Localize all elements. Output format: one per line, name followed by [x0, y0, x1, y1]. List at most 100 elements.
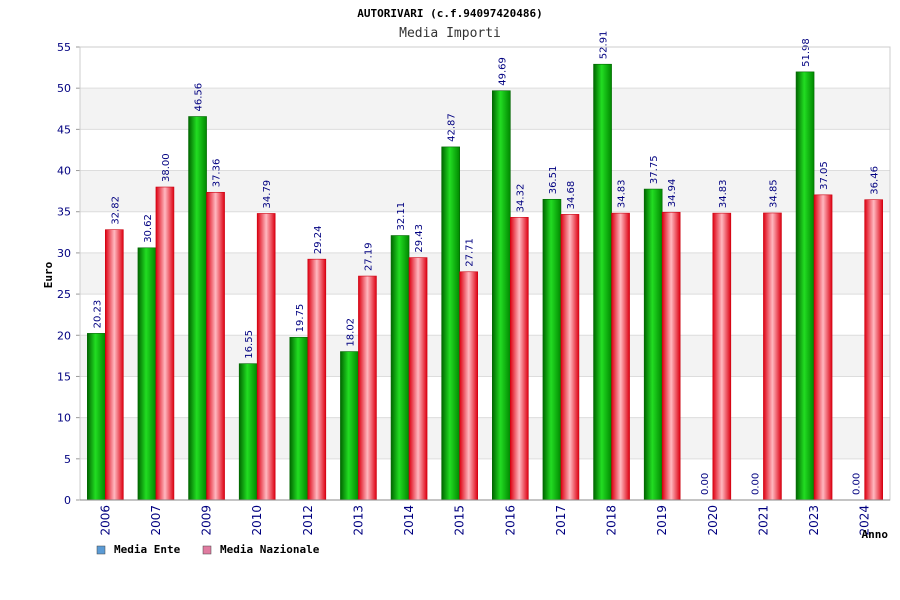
data-label: 18.02: [345, 318, 356, 347]
data-label: 16.55: [244, 330, 255, 359]
x-tick-label: 2009: [200, 505, 214, 536]
bar-media-ente: [542, 198, 562, 501]
bar-media-nazionale: [206, 191, 225, 501]
bar-media-nazionale: [459, 271, 478, 501]
y-tick-label: 10: [57, 412, 71, 425]
legend: Media Ente Media Nazionale: [96, 543, 320, 556]
x-tick-label: 2018: [605, 505, 619, 536]
x-tick-label: 2014: [402, 505, 416, 536]
bar-media-ente: [643, 188, 663, 501]
data-label: 37.05: [819, 161, 830, 190]
y-tick-label: 5: [64, 453, 71, 466]
data-label: 36.46: [870, 166, 881, 195]
data-label: 51.98: [801, 38, 812, 67]
data-label: 34.83: [718, 179, 729, 208]
x-tick-label: 2020: [706, 505, 720, 536]
data-label: 27.71: [465, 238, 476, 267]
bar-media-ente: [188, 116, 207, 501]
chart-title: AUTORIVARI (c.f.94097420486): [357, 7, 542, 20]
y-tick-label: 40: [57, 165, 71, 178]
y-tick-label: 50: [57, 82, 71, 95]
bar-media-nazionale: [560, 214, 580, 501]
data-label: 27.19: [363, 242, 374, 271]
bar-media-ente: [289, 337, 309, 501]
x-tick-label: 2023: [807, 505, 821, 536]
y-tick-label: 15: [57, 370, 71, 383]
data-label: 42.87: [447, 113, 458, 142]
plot-band: [80, 129, 890, 171]
x-tick-label: 2010: [250, 505, 264, 536]
bar-media-ente: [441, 146, 460, 501]
bar-media-nazionale: [307, 258, 327, 501]
chart-subtitle: Media Importi: [399, 26, 501, 41]
bar-media-nazionale: [813, 194, 833, 501]
y-axis-ticks: 0 5 10 15 20 25 30 35 40 45 50 55: [57, 41, 80, 507]
data-label: 0.00: [750, 473, 761, 495]
y-tick-label: 45: [57, 123, 71, 136]
x-tick-label: 2019: [655, 505, 669, 536]
x-tick-label: 2012: [301, 505, 315, 536]
data-label: 36.51: [548, 166, 559, 195]
bar-media-ente: [137, 247, 157, 501]
y-tick-label: 0: [64, 494, 71, 507]
data-label: 34.79: [262, 180, 273, 209]
plot-band: [80, 88, 890, 130]
bar-media-nazionale: [712, 212, 732, 501]
data-label: 19.75: [295, 304, 306, 333]
data-labels: 20.23 32.82 30.62 38.00 46.56 37.36 16.55 34.79…: [92, 31, 880, 495]
bar-media-nazionale: [358, 275, 377, 501]
data-label: 37.36: [212, 159, 223, 188]
data-label: 0.00: [700, 473, 711, 495]
data-label: 32.82: [110, 196, 121, 225]
plot-band: [80, 47, 890, 89]
x-tick-label: 2013: [351, 505, 365, 536]
x-tick-label: 2007: [149, 505, 163, 536]
bar-media-ente: [340, 351, 359, 501]
data-label: 38.00: [161, 153, 172, 182]
y-tick-label: 30: [57, 247, 71, 260]
data-label: 34.68: [566, 181, 577, 210]
x-axis-title: Anno: [862, 528, 889, 541]
y-tick-label: 35: [57, 206, 71, 219]
bar-media-ente: [238, 363, 258, 501]
bar-media-nazionale: [510, 217, 529, 501]
data-label: 29.43: [414, 224, 425, 253]
legend-swatch-media-ente: [96, 545, 106, 555]
data-label: 34.83: [617, 179, 628, 208]
y-tick-label: 55: [57, 41, 71, 54]
x-tick-label: 2006: [98, 505, 112, 536]
bar-media-ente: [390, 235, 410, 501]
data-label: 20.23: [92, 300, 103, 329]
axes: [79, 46, 891, 501]
data-label: 32.11: [396, 202, 407, 231]
bar-media-nazionale: [661, 211, 681, 501]
x-tick-label: 2021: [756, 505, 770, 536]
data-label: 34.85: [768, 179, 779, 208]
bar-media-ente: [492, 90, 511, 501]
bar-media-nazionale: [256, 213, 276, 501]
legend-swatch-media-nazionale: [202, 545, 212, 555]
bar-media-ente: [795, 71, 815, 501]
data-label: 30.62: [143, 214, 154, 243]
bar-media-nazionale: [864, 199, 883, 501]
bar-media-ente: [87, 333, 106, 501]
x-tick-label: 2016: [503, 505, 517, 536]
data-label: 0.00: [852, 473, 863, 495]
data-label: 34.94: [667, 179, 678, 208]
y-tick-label: 25: [57, 288, 71, 301]
data-label: 29.24: [313, 226, 324, 255]
data-label: 52.91: [599, 31, 610, 60]
x-axis-ticks: 2006 2007 2009 2010 2012 2013 2014 2015 2016 2017…: [98, 505, 871, 536]
data-label: 34.32: [515, 184, 526, 213]
bar-media-nazionale: [105, 229, 124, 501]
data-label: 37.75: [649, 155, 660, 184]
x-tick-label: 2015: [453, 505, 467, 536]
x-tick-label: 2024: [858, 505, 872, 536]
data-label: 46.56: [194, 83, 205, 112]
bar-media-nazionale: [408, 257, 428, 501]
legend-label-media-ente: Media Ente: [114, 543, 181, 556]
x-tick-label: 2017: [554, 505, 568, 536]
bar-media-nazionale: [155, 186, 175, 501]
y-axis-title: Euro: [42, 261, 55, 288]
